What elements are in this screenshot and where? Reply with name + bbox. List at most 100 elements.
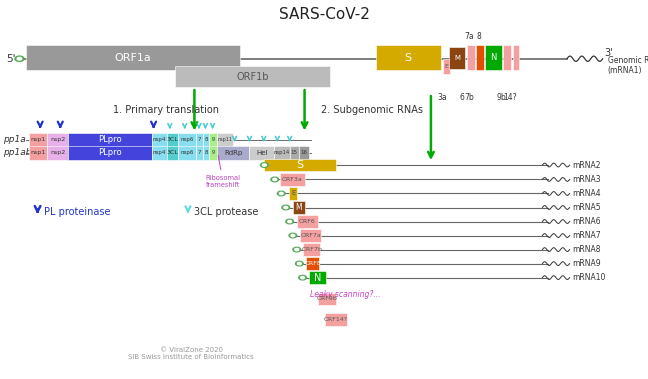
Circle shape xyxy=(17,57,21,60)
Circle shape xyxy=(288,221,292,223)
FancyBboxPatch shape xyxy=(29,146,47,160)
FancyBboxPatch shape xyxy=(47,146,68,160)
FancyBboxPatch shape xyxy=(167,133,178,147)
Circle shape xyxy=(279,193,283,195)
FancyBboxPatch shape xyxy=(203,133,209,147)
Text: PL proteinase: PL proteinase xyxy=(44,207,111,217)
Text: 8: 8 xyxy=(476,31,481,41)
FancyBboxPatch shape xyxy=(299,146,309,160)
FancyBboxPatch shape xyxy=(178,146,196,160)
FancyBboxPatch shape xyxy=(68,146,152,160)
Text: ORF8: ORF8 xyxy=(305,261,321,266)
Text: nsp2: nsp2 xyxy=(50,137,65,143)
FancyBboxPatch shape xyxy=(503,45,511,70)
Text: 6: 6 xyxy=(459,93,465,102)
Text: ORF14?: ORF14? xyxy=(324,317,348,322)
Text: nsp6: nsp6 xyxy=(181,137,194,143)
Text: 8: 8 xyxy=(204,137,208,143)
FancyBboxPatch shape xyxy=(325,313,347,326)
Text: © ViralZone 2020
SIB Swiss Institute of Bioinformatics: © ViralZone 2020 SIB Swiss Institute of … xyxy=(128,347,254,360)
Text: PLpro: PLpro xyxy=(98,135,122,144)
Text: nsp14: nsp14 xyxy=(273,150,290,155)
FancyBboxPatch shape xyxy=(297,215,318,228)
FancyBboxPatch shape xyxy=(209,146,217,160)
Text: 7b: 7b xyxy=(464,93,474,102)
Text: nsp2: nsp2 xyxy=(50,150,65,155)
FancyBboxPatch shape xyxy=(289,187,297,200)
Text: S: S xyxy=(297,160,303,170)
Text: E: E xyxy=(445,64,448,69)
FancyBboxPatch shape xyxy=(513,45,519,70)
Text: 3a: 3a xyxy=(437,93,446,102)
Text: 15: 15 xyxy=(291,150,297,155)
Text: mRNA3: mRNA3 xyxy=(572,175,601,184)
Text: nsp11: nsp11 xyxy=(217,137,233,143)
FancyBboxPatch shape xyxy=(300,229,321,242)
FancyBboxPatch shape xyxy=(196,146,203,160)
Text: ORF9b: ORF9b xyxy=(316,296,337,301)
Text: mRNA2: mRNA2 xyxy=(572,161,601,169)
Circle shape xyxy=(291,234,295,236)
Text: nsp6: nsp6 xyxy=(181,150,194,155)
Text: 3CL: 3CL xyxy=(167,137,178,143)
FancyBboxPatch shape xyxy=(203,146,209,160)
Text: 3': 3' xyxy=(605,49,613,58)
Text: E: E xyxy=(291,191,295,196)
Text: mRNA6: mRNA6 xyxy=(572,217,601,226)
Text: 3CL protease: 3CL protease xyxy=(194,207,259,217)
Circle shape xyxy=(15,56,24,61)
Text: SARS-CoV-2: SARS-CoV-2 xyxy=(279,6,369,22)
FancyBboxPatch shape xyxy=(303,243,320,256)
FancyBboxPatch shape xyxy=(152,133,167,147)
Circle shape xyxy=(277,191,285,196)
Circle shape xyxy=(297,262,301,265)
Text: ORF6: ORF6 xyxy=(299,219,316,224)
Circle shape xyxy=(260,163,268,168)
FancyBboxPatch shape xyxy=(26,45,240,70)
Text: 3CL: 3CL xyxy=(167,150,178,155)
Circle shape xyxy=(293,247,301,252)
Text: ORF1b: ORF1b xyxy=(237,72,269,82)
Text: mRNA5: mRNA5 xyxy=(572,203,601,212)
FancyBboxPatch shape xyxy=(209,133,217,147)
FancyBboxPatch shape xyxy=(280,173,305,186)
Text: 9: 9 xyxy=(212,150,214,155)
FancyBboxPatch shape xyxy=(318,293,336,305)
Text: nsp4: nsp4 xyxy=(153,150,166,155)
Text: 16: 16 xyxy=(301,150,307,155)
Text: Hel: Hel xyxy=(256,150,268,156)
Text: mRNA4: mRNA4 xyxy=(572,189,601,198)
FancyBboxPatch shape xyxy=(68,133,152,147)
FancyBboxPatch shape xyxy=(274,146,290,160)
Text: 8: 8 xyxy=(204,150,208,155)
Text: 9b: 9b xyxy=(496,93,506,102)
Text: mRNA7: mRNA7 xyxy=(572,231,601,240)
Text: 7a: 7a xyxy=(465,31,474,41)
FancyBboxPatch shape xyxy=(178,133,196,147)
FancyBboxPatch shape xyxy=(467,45,475,70)
Text: 14?: 14? xyxy=(503,93,517,102)
FancyBboxPatch shape xyxy=(443,59,450,74)
Text: 2. Subgenomic RNAs: 2. Subgenomic RNAs xyxy=(321,105,422,115)
FancyBboxPatch shape xyxy=(293,201,305,214)
FancyBboxPatch shape xyxy=(306,257,319,270)
FancyBboxPatch shape xyxy=(290,146,299,160)
FancyBboxPatch shape xyxy=(29,133,47,147)
FancyBboxPatch shape xyxy=(217,146,249,160)
FancyBboxPatch shape xyxy=(449,47,465,69)
Circle shape xyxy=(295,249,299,251)
Text: 7: 7 xyxy=(198,150,202,155)
Circle shape xyxy=(271,177,279,182)
Circle shape xyxy=(286,219,294,224)
Text: ORF7a: ORF7a xyxy=(300,233,321,238)
Text: ORF3a: ORF3a xyxy=(282,177,303,182)
Circle shape xyxy=(273,179,277,181)
Text: mRNA8: mRNA8 xyxy=(572,245,601,254)
Text: ORF1a: ORF1a xyxy=(115,53,151,63)
Circle shape xyxy=(282,205,290,210)
Text: pp1a: pp1a xyxy=(3,135,26,144)
Text: nsp1: nsp1 xyxy=(30,150,46,155)
Text: N: N xyxy=(314,273,321,283)
Text: 1. Primary translation: 1. Primary translation xyxy=(113,105,220,115)
Text: pp1ab: pp1ab xyxy=(3,148,32,157)
